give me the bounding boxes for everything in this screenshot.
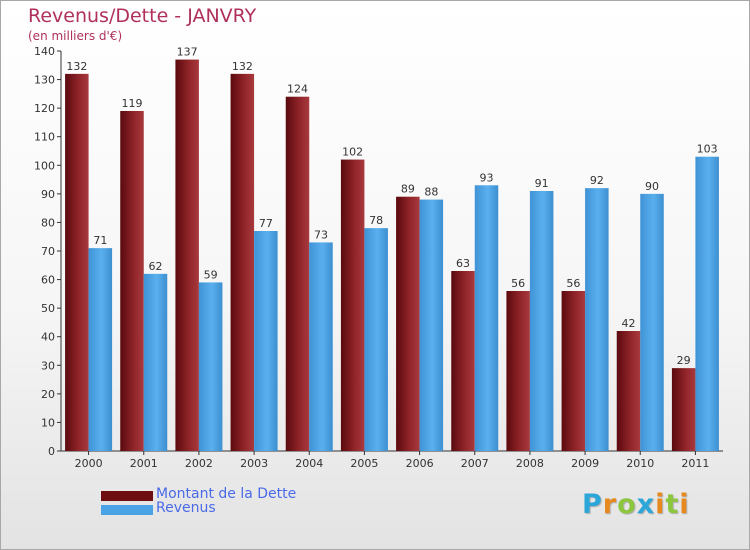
x-tick-label: 2011 — [681, 457, 709, 470]
x-tick-label: 2007 — [461, 457, 489, 470]
y-tick-label: 50 — [41, 302, 55, 315]
data-label-dette: 56 — [566, 277, 580, 290]
y-tick-label: 90 — [41, 188, 55, 201]
bar-revenus — [254, 231, 278, 451]
legend-swatch-dette — [101, 491, 153, 501]
data-label-revenus: 59 — [204, 268, 218, 281]
bar-revenus — [419, 199, 444, 451]
bar-revenus — [309, 242, 333, 451]
x-tick-label: 2001 — [130, 457, 158, 470]
data-label-revenus: 88 — [424, 186, 438, 199]
bar-revenus — [585, 188, 609, 451]
bar-dette — [561, 291, 586, 451]
bar-dette — [230, 73, 255, 451]
legend-swatch-revenus — [101, 505, 153, 515]
y-tick-label: 140 — [34, 45, 55, 58]
x-tick-label: 2008 — [516, 457, 544, 470]
bar-revenus — [143, 273, 168, 451]
bar-revenus — [529, 191, 554, 451]
bar-revenus — [198, 282, 223, 451]
bar-dette — [285, 96, 310, 451]
x-tick-label: 2005 — [350, 457, 378, 470]
y-tick-label: 0 — [48, 445, 55, 458]
bar-dette — [506, 291, 530, 451]
bar-dette — [340, 159, 365, 452]
x-tick-label: 2002 — [185, 457, 213, 470]
data-label-revenus: 62 — [149, 260, 163, 273]
y-tick-label: 80 — [41, 216, 55, 229]
x-tick-label: 2003 — [240, 457, 268, 470]
data-label-revenus: 77 — [259, 217, 273, 230]
y-tick-label: 20 — [41, 388, 55, 401]
data-label-dette: 119 — [122, 97, 143, 110]
y-tick-label: 120 — [34, 102, 55, 115]
data-label-dette: 137 — [177, 46, 198, 59]
x-tick-label: 2004 — [295, 457, 323, 470]
bar-dette — [671, 368, 696, 451]
data-label-revenus: 73 — [314, 228, 328, 241]
bar-dette — [120, 111, 144, 451]
x-tick-label: 2010 — [626, 457, 654, 470]
data-label-revenus: 92 — [590, 174, 604, 187]
bar-dette — [451, 271, 475, 451]
data-label-dette: 29 — [677, 354, 691, 367]
data-label-dette: 56 — [511, 277, 525, 290]
y-tick-label: 100 — [34, 159, 55, 172]
data-label-revenus: 93 — [480, 171, 494, 184]
data-label-revenus: 78 — [369, 214, 383, 227]
y-tick-label: 10 — [41, 416, 55, 429]
data-label-revenus: 103 — [697, 143, 718, 156]
bar-dette — [396, 196, 420, 451]
data-label-revenus: 71 — [93, 234, 107, 247]
legend-label-revenus: Revenus — [156, 500, 216, 516]
bar-revenus — [640, 193, 664, 451]
legend-label-dette: Montant de la Dette — [156, 486, 297, 502]
data-label-revenus: 91 — [535, 177, 549, 190]
x-tick-label: 2009 — [571, 457, 599, 470]
bar-revenus — [88, 248, 113, 451]
y-tick-label: 60 — [41, 274, 55, 287]
data-label-dette: 89 — [401, 183, 415, 196]
bar-revenus — [474, 185, 499, 452]
data-label-dette: 124 — [287, 83, 308, 96]
data-label-dette: 63 — [456, 257, 470, 270]
y-tick-label: 70 — [41, 245, 55, 258]
x-tick-label: 2000 — [75, 457, 103, 470]
x-tick-label: 2006 — [406, 457, 434, 470]
bar-revenus — [364, 228, 388, 451]
bar-dette — [175, 59, 199, 451]
bar-revenus — [695, 156, 719, 451]
chart-subtitle: (en milliers d'€) — [28, 29, 123, 43]
bar-dette — [65, 73, 89, 451]
data-label-dette: 132 — [66, 60, 87, 73]
chart-title: Revenus/Dette - JANVRY — [28, 5, 257, 27]
bar-dette — [616, 331, 641, 451]
data-label-dette: 132 — [232, 60, 253, 73]
data-label-dette: 42 — [622, 317, 636, 330]
y-tick-label: 30 — [41, 359, 55, 372]
y-tick-label: 40 — [41, 331, 55, 344]
data-label-dette: 102 — [342, 146, 363, 159]
y-tick-label: 110 — [34, 131, 55, 144]
proxiti-logo: Proxiti — [582, 489, 690, 520]
data-label-revenus: 90 — [645, 180, 659, 193]
y-tick-label: 130 — [34, 74, 55, 87]
